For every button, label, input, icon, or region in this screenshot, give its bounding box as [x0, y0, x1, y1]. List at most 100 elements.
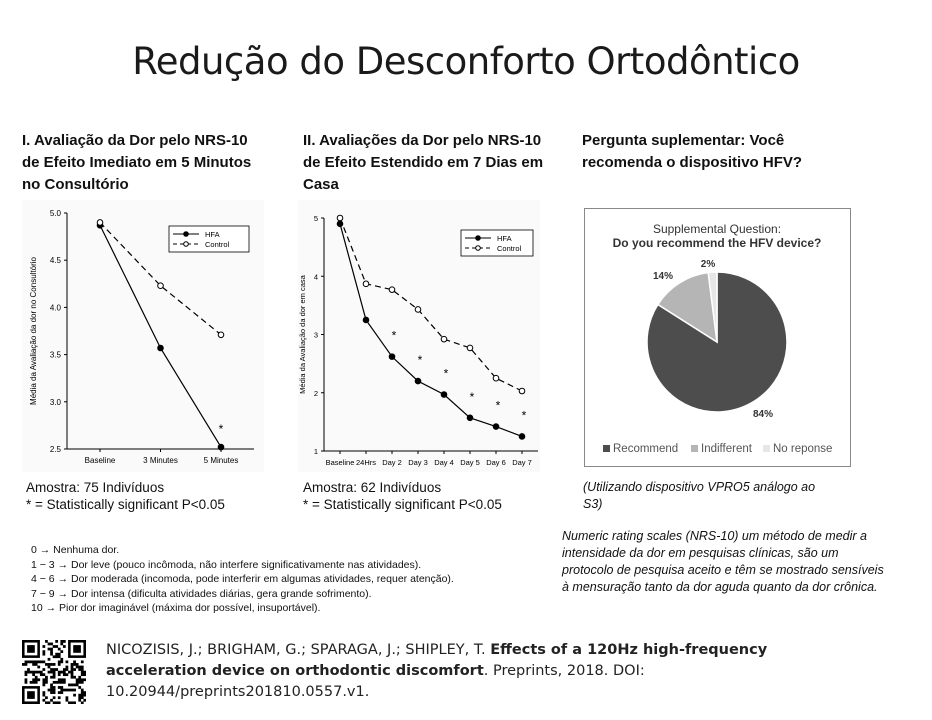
legend-swatch [603, 445, 610, 452]
qr-module [50, 652, 53, 656]
qr-module [60, 657, 64, 661]
legend-label: Recommend [613, 443, 678, 455]
qr-module [62, 673, 66, 677]
qr-finder-core [73, 645, 81, 653]
qr-module [42, 698, 46, 702]
qr-module [47, 665, 51, 669]
qr-module [42, 652, 46, 656]
legend-label: No reponse [773, 443, 832, 455]
chart3-svg: Supplemental Question:Do you recommend t… [603, 222, 832, 455]
significance-star: * [522, 408, 527, 422]
qr-module [80, 680, 84, 684]
qr-code[interactable] [22, 640, 87, 705]
qr-module [60, 642, 64, 646]
legend-label-control: Control [205, 240, 230, 249]
qr-module [60, 680, 64, 684]
qr-module [83, 673, 87, 677]
qr-module [52, 645, 56, 648]
qr-module [78, 698, 82, 702]
qr-module [60, 640, 64, 643]
y-tick-label: 4.0 [50, 303, 62, 312]
qr-module [29, 680, 33, 684]
qr-module [39, 670, 43, 674]
pain-scale-item: 0 → Nenhuma dor. [31, 544, 120, 556]
legend-label-hfa: HFA [497, 234, 512, 243]
y-tick-label: 5 [314, 214, 318, 223]
qr-module [80, 668, 84, 671]
legend-label-control: Control [497, 244, 522, 253]
qr-module [24, 660, 28, 664]
data-point-hfa [414, 377, 422, 385]
pain-scale-item: 4 − 6 → Dor moderada (incomoda, pode int… [31, 573, 454, 585]
qr-module [62, 680, 66, 684]
data-point-control [362, 280, 370, 288]
qr-module [73, 683, 76, 687]
significance-star: * [496, 399, 501, 413]
qr-module [34, 660, 38, 664]
qr-module [24, 680, 28, 684]
qr-module [47, 688, 51, 692]
data-point-control [336, 214, 344, 222]
qr-finder-core [27, 645, 35, 653]
qr-module [55, 680, 59, 684]
significance-star: * [444, 366, 449, 380]
qr-module [52, 688, 56, 692]
qr-module [42, 645, 46, 648]
qr-module [78, 693, 82, 697]
qr-module [75, 680, 79, 684]
pie-value-label: 14% [653, 271, 673, 282]
nrs-description: Numeric rating scales (NRS-10) um método… [562, 529, 884, 594]
qr-module [80, 688, 84, 692]
data-point-hfa [492, 423, 500, 430]
section3-heading: Pergunta suplementar: Você recomenda o d… [582, 132, 803, 171]
significance-star: * [219, 422, 224, 436]
qr-module [70, 675, 74, 679]
reference-rest: . Preprints, 2018. DOI: 10.20944/preprin… [106, 663, 645, 700]
qr-module [52, 686, 56, 689]
qr-module [75, 683, 79, 687]
qr-module [52, 670, 56, 674]
qr-module [50, 683, 53, 687]
data-point-control [96, 219, 104, 226]
qr-module [70, 663, 74, 666]
x-tick-label: Day 3 [408, 458, 428, 467]
qr-module [24, 663, 28, 666]
qr-module [39, 660, 43, 664]
qr-module [65, 688, 69, 692]
qr-module [60, 678, 64, 682]
qr-module [45, 696, 48, 700]
y-tick-label: 4 [314, 272, 318, 281]
qr-module [75, 665, 79, 669]
chart1-svg: 2.5 3.0 3.5 4.0 4.5 5.0 Baseline 3 Minutes 5 Min… [29, 209, 254, 465]
qr-module [62, 678, 66, 682]
legend-marker-control [475, 245, 481, 251]
data-point-hfa [157, 344, 164, 352]
qr-module [57, 670, 61, 674]
qr-module [50, 698, 53, 702]
qr-module [57, 686, 61, 689]
data-point-hfa [466, 414, 474, 422]
pie-title: Supplemental Question: [653, 222, 781, 236]
qr-module [52, 668, 56, 671]
qr-module [34, 675, 38, 679]
qr-module [80, 673, 84, 677]
qr-module [73, 693, 76, 697]
pain-scale-item: 1 − 3 → Dor leve (pouco incômoda, não in… [31, 558, 422, 571]
qr-module [68, 688, 71, 692]
section2-heading: II. Avaliações da Dor pelo NRS-10 de Efe… [303, 132, 544, 193]
qr-code-graphic [22, 640, 87, 705]
qr-module [80, 691, 84, 694]
data-point-hfa [362, 316, 370, 324]
qr-module [50, 688, 53, 692]
qr-module [78, 680, 82, 684]
qr-module [83, 670, 87, 674]
qr-module [50, 670, 53, 674]
chart1-container: 2.5 3.0 3.5 4.0 4.5 5.0 Baseline 3 Minutes 5 Min… [22, 200, 264, 472]
y-tick-label: 5.0 [50, 209, 62, 218]
qr-module [45, 678, 48, 682]
y-tick-label: 3 [314, 331, 318, 340]
x-tick-label: 3 Minutes [143, 456, 178, 465]
qr-module [45, 663, 48, 666]
qr-module [70, 683, 74, 687]
qr-module [57, 655, 61, 659]
